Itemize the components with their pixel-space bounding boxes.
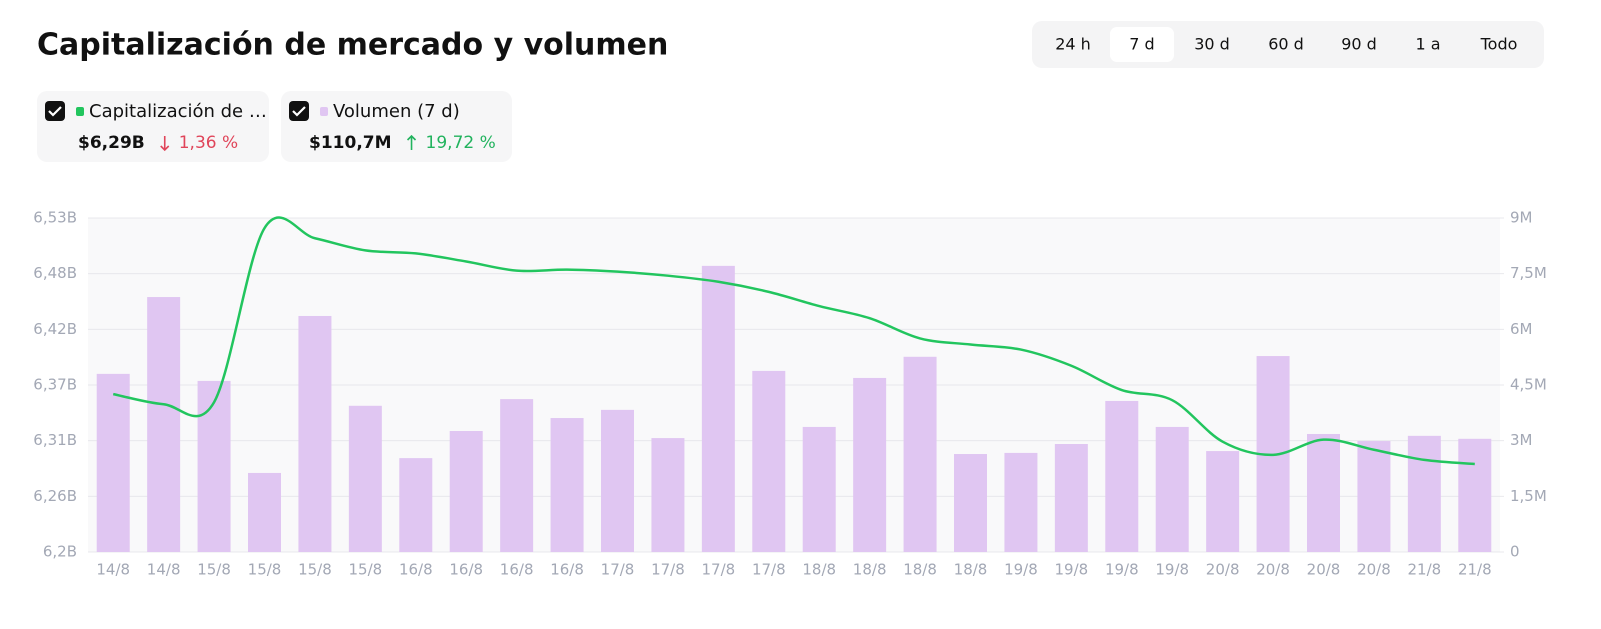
legend-card [281, 91, 512, 162]
bar [1407, 435, 1441, 552]
range-active [1110, 27, 1174, 62]
x-tick-label: 17/8 [601, 561, 635, 579]
x-tick-label: 18/8 [853, 561, 887, 579]
bar [147, 297, 181, 552]
x-tick-label: 20/8 [1256, 561, 1290, 579]
range-button[interactable]: 1 a [1415, 35, 1440, 54]
bar [399, 458, 433, 552]
y2-tick-label: 1,5M [1510, 487, 1547, 505]
bar [701, 265, 735, 552]
bar [752, 370, 786, 552]
bar [802, 426, 836, 552]
bar [1206, 451, 1240, 552]
x-tick-label: 16/8 [399, 561, 433, 579]
y-tick-label: 6,37B [33, 376, 77, 394]
range-button[interactable]: 7 d [1129, 35, 1154, 54]
x-tick-label: 19/8 [1105, 561, 1139, 579]
legend-value: $6,29B [78, 133, 145, 153]
y2-tick-label: 7,5M [1510, 264, 1547, 282]
x-tick-label: 20/8 [1357, 561, 1391, 579]
checkbox[interactable] [289, 101, 309, 121]
bar [1458, 438, 1492, 552]
x-tick-label: 16/8 [449, 561, 483, 579]
range-button[interactable]: 24 h [1055, 35, 1091, 54]
x-tick-label: 15/8 [298, 561, 332, 579]
bar [449, 431, 483, 552]
x-tick-label: 19/8 [1055, 561, 1089, 579]
bar [1105, 400, 1139, 552]
x-tick-label: 16/8 [550, 561, 584, 579]
range-button[interactable]: 60 d [1268, 35, 1304, 54]
x-tick-label: 20/8 [1307, 561, 1341, 579]
x-tick-label: 19/8 [1155, 561, 1189, 579]
bar [500, 399, 534, 552]
y2-tick-label: 6M [1510, 320, 1533, 338]
x-tick-label: 17/8 [752, 561, 786, 579]
legend-label: Capitalización de … [89, 101, 267, 122]
x-tick-label: 20/8 [1206, 561, 1240, 579]
y-tick-label: 6,42B [33, 320, 77, 338]
x-tick-label: 14/8 [96, 561, 130, 579]
bar [1054, 444, 1088, 552]
x-tick-label: 21/8 [1458, 561, 1492, 579]
bar [853, 377, 887, 552]
y-tick-label: 6,31B [33, 431, 77, 449]
y-tick-label: 6,2B [43, 543, 77, 561]
trend-arrow [160, 136, 170, 152]
x-tick-label: 15/8 [197, 561, 231, 579]
y-tick-label: 6,48B [33, 264, 77, 282]
trend-arrow [406, 134, 417, 150]
bar [1004, 452, 1038, 552]
x-tick-label: 21/8 [1408, 561, 1442, 579]
y-tick-label: 6,53B [33, 209, 77, 227]
x-tick-label: 17/8 [651, 561, 685, 579]
range-button[interactable]: Todo [1480, 35, 1518, 54]
x-tick-label: 18/8 [954, 561, 988, 579]
line [112, 216, 1475, 466]
bar [96, 373, 130, 552]
legend-swatch [320, 107, 328, 116]
check-icon [48, 106, 62, 117]
x-tick-label: 15/8 [349, 561, 383, 579]
check-icon [292, 106, 306, 117]
bar [197, 380, 231, 552]
legend-label: Volumen (7 d) [333, 101, 460, 122]
y2-tick-label: 4,5M [1510, 376, 1547, 394]
title: Capitalización de mercado y volumen [37, 28, 668, 63]
bar [1155, 426, 1189, 552]
x-tick-label: 18/8 [903, 561, 937, 579]
legend-swatch [76, 107, 84, 116]
bar [601, 409, 634, 552]
range-button[interactable]: 90 d [1341, 35, 1377, 54]
x-tick-label: 18/8 [802, 561, 836, 579]
y2-tick-label: 3M [1510, 431, 1533, 449]
x-tick-label: 17/8 [702, 561, 736, 579]
bar [903, 356, 937, 552]
bar [1357, 441, 1391, 552]
bar [651, 438, 685, 552]
x-tick-label: 19/8 [1004, 561, 1038, 579]
y2-tick-label: 9M [1510, 209, 1533, 227]
y2-tick-label: 0 [1510, 543, 1520, 561]
y-tick-label: 6,26B [33, 487, 77, 505]
range-button[interactable]: 30 d [1194, 35, 1230, 54]
bar [954, 454, 987, 552]
bar [298, 315, 332, 552]
x-tick-label: 14/8 [147, 561, 181, 579]
legend-change: 19,72 % [426, 133, 496, 153]
legend-change: 1,36 % [179, 133, 238, 153]
x-tick-label: 15/8 [248, 561, 282, 579]
bar [550, 418, 584, 552]
x-tick-label: 16/8 [500, 561, 534, 579]
legend-card [37, 91, 269, 162]
bar [348, 405, 382, 552]
bar [248, 472, 281, 552]
bar [1307, 433, 1340, 552]
legend-value: $110,7M [309, 133, 392, 153]
checkbox[interactable] [45, 101, 65, 121]
